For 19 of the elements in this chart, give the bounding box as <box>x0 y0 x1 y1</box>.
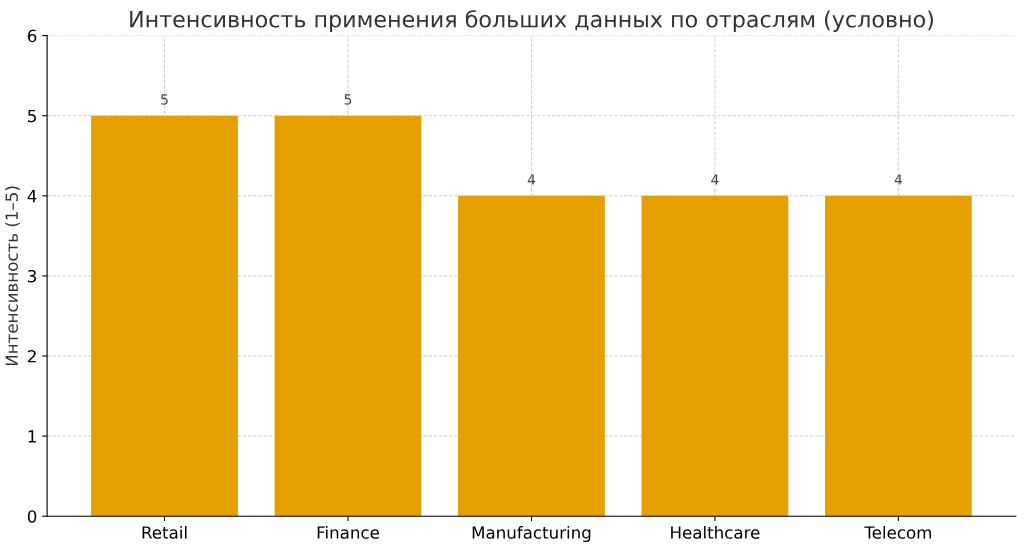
y-tick-label: 1 <box>28 430 36 443</box>
x-tick-label: Manufacturing <box>472 525 591 543</box>
y-tick-label: 5 <box>28 109 36 123</box>
y-tick-label: 0 <box>27 510 37 523</box>
data-label: 5 <box>161 94 168 105</box>
y-tick-label: 3 <box>28 269 37 283</box>
y-tick-label: 2 <box>28 349 36 363</box>
y-tick-label: 6 <box>27 29 37 43</box>
x-tick-label: Healthcare <box>671 525 760 539</box>
data-label: 4 <box>527 174 536 185</box>
y-axis-title: Интенсивность (1–5) <box>5 186 20 366</box>
data-label: 4 <box>894 174 903 185</box>
chart-title: Интенсивность применения больших данных по отраслям (условно) <box>130 10 933 32</box>
x-tick-label: Retail <box>142 525 187 539</box>
x-tick-label: Telecom <box>864 525 932 539</box>
y-tick-label: 4 <box>27 190 37 203</box>
data-label: 4 <box>711 174 719 185</box>
data-label: 5 <box>344 94 352 105</box>
x-tick-label: Finance <box>317 525 379 539</box>
